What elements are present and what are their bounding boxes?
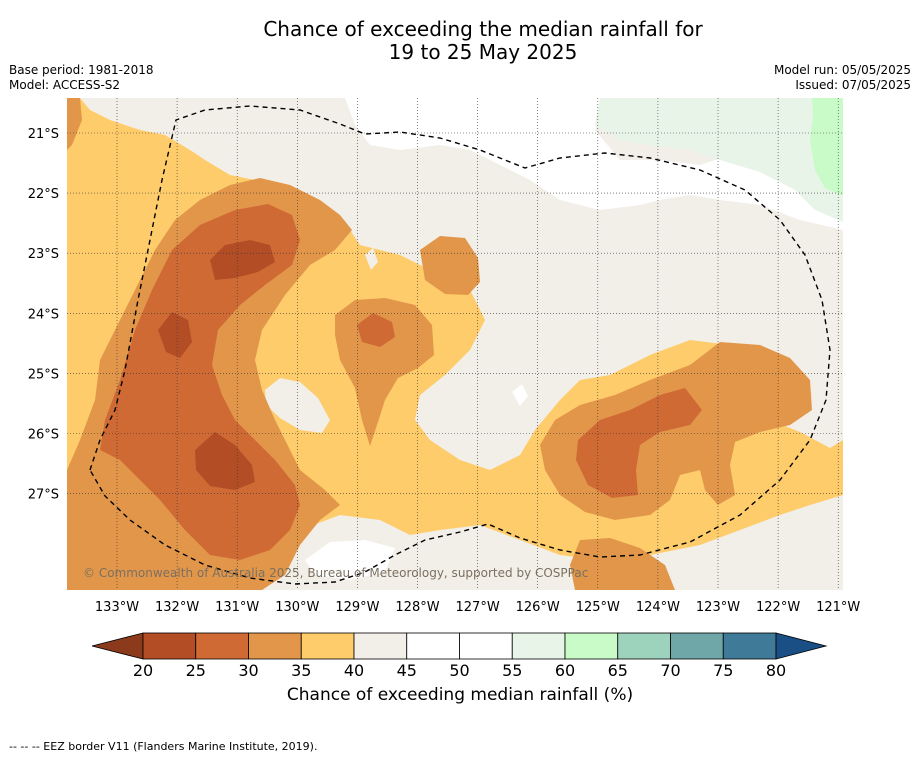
band-20-25-a (210, 240, 275, 280)
colorbar-cell (564, 632, 619, 660)
lon-label: 128°W (395, 600, 439, 615)
rainfall-map: © Commonwealth of Australia 2025, Bureau… (28, 98, 861, 615)
colorbar-tick: 20 (133, 661, 153, 680)
band-25-30-centre (357, 313, 395, 347)
lon-label: 130°W (275, 600, 319, 615)
colorbar-tick: 55 (502, 661, 522, 680)
colorbar-cells (91, 632, 828, 660)
chart-title: Chance of exceeding the median rainfall … (263, 17, 703, 64)
model-run: Model run: 05/05/2025 (773, 63, 911, 77)
band-45-55-south (305, 540, 395, 580)
colorbar-cell (248, 632, 302, 660)
model-name: Model: ACCESS-S2 (9, 78, 121, 92)
band-45-55-blob (512, 384, 528, 406)
band-40-45-blob-a (265, 378, 330, 433)
colorbar-under-arrow (91, 632, 144, 660)
issued-date: Issued: 07/05/2025 (795, 78, 911, 92)
colorbar-cell (142, 632, 197, 660)
band-30-35-nw (67, 98, 82, 150)
colorbar-tick: 35 (291, 661, 311, 680)
meta-left: Base period: 1981-2018 Model: ACCESS-S2 (9, 63, 154, 93)
band-20-25-b (158, 312, 192, 358)
colorbar-cell (670, 632, 724, 660)
colorbar-tick: 25 (186, 661, 206, 680)
lat-label: 22°S (28, 187, 59, 202)
lat-label: 25°S (28, 367, 59, 382)
colorbar-cell (511, 632, 566, 660)
axis-labels: 133°W 132°W 131°W 130°W 129°W 128°W 127°W 126°W… (28, 127, 861, 615)
colorbar-tick: 45 (397, 661, 417, 680)
band-40-45-south (250, 495, 843, 590)
band-20-25-c (195, 432, 255, 490)
lat-label: 27°S (28, 488, 59, 503)
lat-label: 21°S (28, 127, 59, 142)
copyright-text: © Commonwealth of Australia 2025, Bureau… (83, 566, 588, 580)
lon-label: 122°W (756, 600, 800, 615)
colorbar-tick: 65 (608, 661, 628, 680)
eez-border (89, 105, 831, 585)
colorbar-over-arrow (775, 632, 828, 660)
lat-label: 26°S (28, 428, 59, 443)
colorbar-cell (617, 632, 671, 660)
colorbar-cell (722, 632, 777, 660)
lon-label: 129°W (335, 600, 379, 615)
colorbar-cell (195, 632, 249, 660)
colorbar-tick: 80 (766, 661, 786, 680)
band-30-35-ne-blob (420, 236, 480, 295)
lon-label: 133°W (95, 600, 139, 615)
band-30-35-south-east (570, 538, 675, 590)
band-30-35-centre (335, 298, 434, 446)
eez-note: -- -- -- EEZ border V11 (Flanders Marine… (9, 740, 318, 753)
colorbar-tick: 30 (238, 661, 258, 680)
lat-label: 23°S (28, 247, 59, 262)
colorbar-tick: 60 (555, 661, 575, 680)
colorbar-tick: 70 (660, 661, 680, 680)
lon-label: 123°W (696, 600, 740, 615)
colorbar-tick: 40 (344, 661, 364, 680)
band-60-65 (810, 98, 843, 196)
contour-fill (67, 98, 843, 590)
lon-label: 131°W (215, 600, 259, 615)
colorbar-cell (459, 632, 513, 660)
lat-label: 24°S (28, 307, 59, 322)
lon-label: 127°W (456, 600, 500, 615)
lon-label: 124°W (636, 600, 680, 615)
band-25-30-east (576, 388, 702, 498)
lon-label: 126°W (516, 600, 560, 615)
colorbar: 20 25 30 35 40 45 50 55 60 65 70 75 80 (91, 632, 828, 680)
colorbar-tick: 50 (449, 661, 469, 680)
colorbar-ticks: 20 25 30 35 40 45 50 55 60 65 70 75 80 (133, 661, 786, 680)
band-30-35-sw-edge (67, 510, 86, 560)
band-45-55-north (345, 98, 843, 230)
colorbar-label: Chance of exceeding median rainfall (%) (286, 685, 634, 705)
meta-right: Model run: 05/05/2025 Issued: 07/05/2025 (774, 63, 911, 93)
colorbar-tick: 75 (713, 661, 733, 680)
band-40-45-blob-c (365, 248, 378, 270)
colorbar-cell (300, 632, 355, 660)
colorbar-cell (406, 632, 460, 660)
base-period: Base period: 1981-2018 (9, 63, 154, 77)
colorbar-cell (353, 632, 408, 660)
lon-label: 132°W (155, 600, 199, 615)
band-55-60 (595, 98, 843, 222)
lon-label: 125°W (576, 600, 620, 615)
lon-label: 121°W (816, 600, 860, 615)
gridlines (67, 98, 843, 590)
